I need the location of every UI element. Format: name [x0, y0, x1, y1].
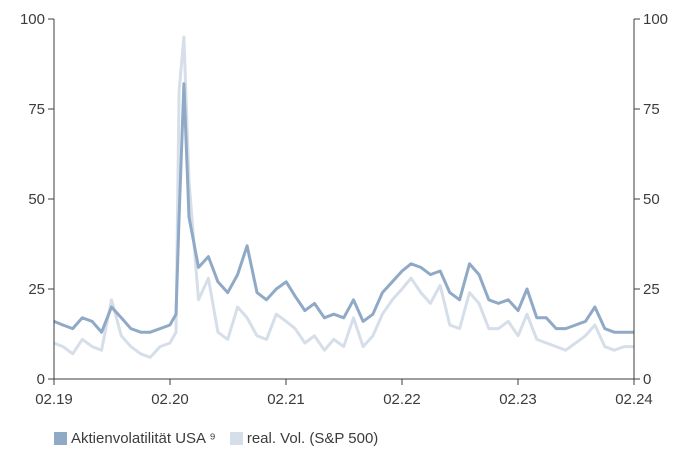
y-tick-label-left-75: 75: [28, 101, 45, 118]
y-tick-label-left-25: 25: [28, 281, 45, 298]
legend-swatch-aktienvolatilitaet: [54, 432, 67, 445]
x-tick-label-02.21: 02.21: [267, 391, 305, 408]
legend-swatch-real-vol: [229, 432, 243, 445]
legend: Aktienvolatilität USA ⁹ real. Vol. (S&P …: [54, 430, 378, 447]
series-line-aktienvolatilitaet: [53, 82, 634, 334]
x-tick-label-02.24: 02.24: [615, 391, 653, 408]
x-tick-label-02.19: 02.19: [35, 391, 73, 408]
legend-item-real-vol: real. Vol. (S&P 500): [229, 430, 379, 447]
y-tick-label-left-50: 50: [28, 191, 45, 208]
series-layer: [53, 35, 634, 359]
axes-layer: [53, 19, 635, 380]
y-tick-label-right-75: 75: [643, 101, 660, 118]
x-tick-label-02.22: 02.22: [383, 391, 421, 408]
y-tick-label-right-0: 0: [643, 371, 651, 388]
legend-label-real-vol: real. Vol. (S&P 500): [246, 430, 379, 447]
y-tick-label-right-100: 100: [643, 11, 668, 28]
y-tick-label-right-25: 25: [643, 281, 660, 298]
y-tick-label-right-50: 50: [643, 191, 660, 208]
legend-item-aktienvolatilitaet: Aktienvolatilität USA ⁹: [54, 430, 216, 447]
legend-label-aktienvolatilitaet: Aktienvolatilität USA ⁹: [71, 430, 216, 447]
y-tick-label-left-0: 0: [37, 371, 45, 388]
tick-layer: 0 0 25 25 50 50 75 75 100 100 02.19 02.20 02.21 02.22…: [20, 11, 668, 408]
y-tick-label-left-100: 100: [20, 11, 45, 28]
x-tick-label-02.23: 02.23: [499, 391, 537, 408]
x-tick-label-02.20: 02.20: [151, 391, 189, 408]
series-line-real-vol: [53, 35, 634, 359]
chart: 0 0 25 25 50 50 75 75 100 100 02.19 02.20 02.21 02.22…: [20, 11, 668, 408]
